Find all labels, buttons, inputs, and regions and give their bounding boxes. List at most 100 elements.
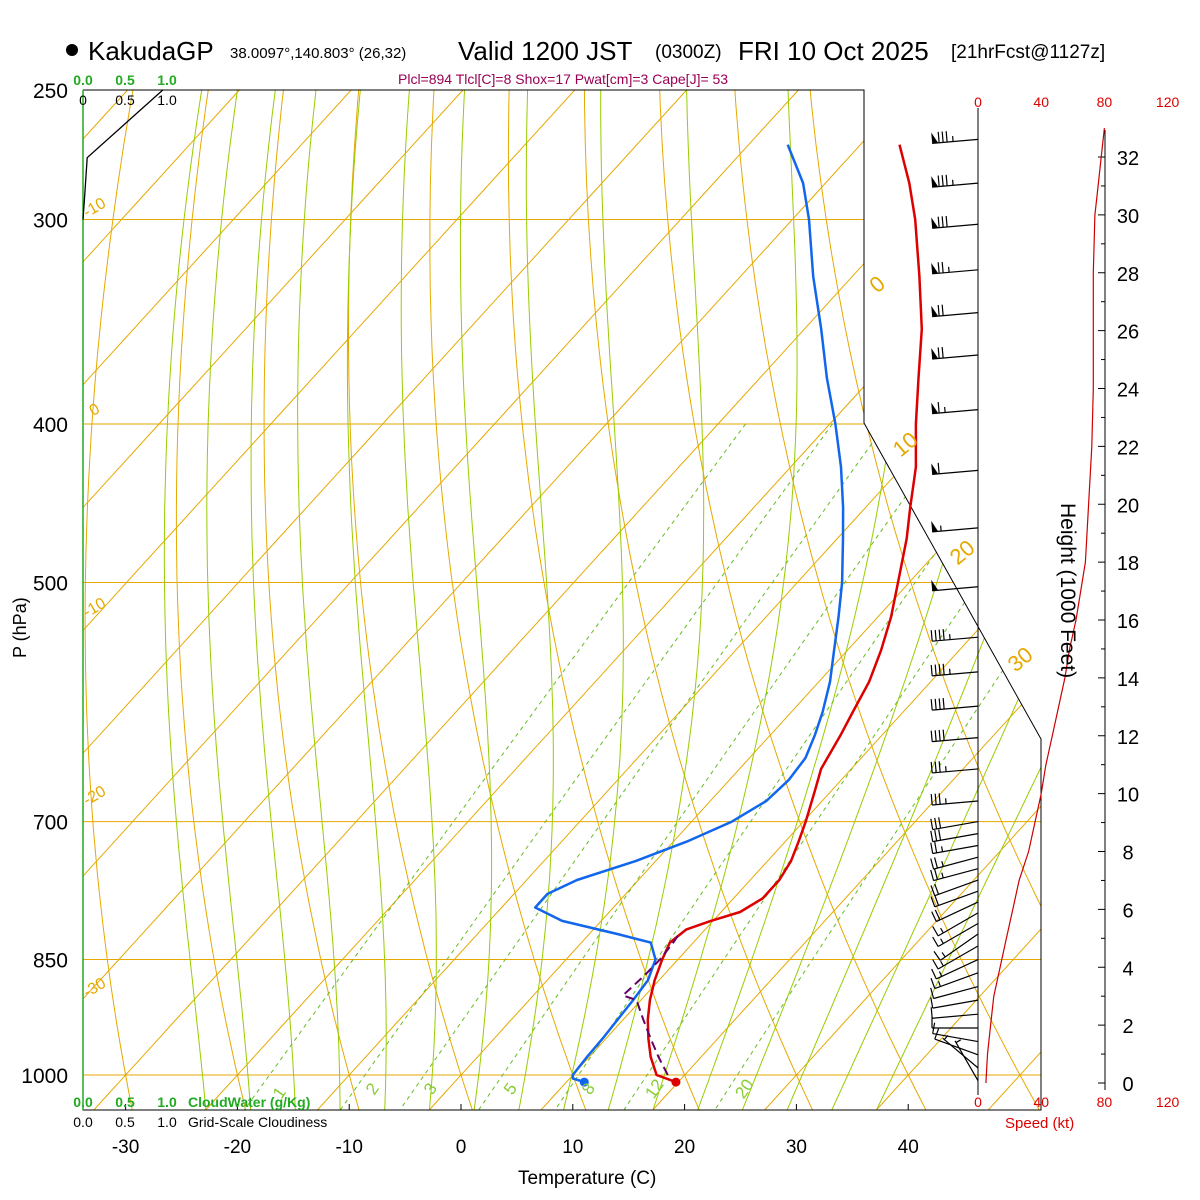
parcel-path-line [620, 931, 682, 1076]
wind-barb [932, 912, 979, 937]
pressure-label: 700 [33, 812, 68, 835]
station-marker-icon [66, 44, 78, 56]
wind-speed-profile-line [985, 128, 1105, 1084]
isotherm-line [429, 90, 1041, 1110]
wind-barb-half-flag [938, 971, 943, 977]
wind-barb [931, 261, 979, 275]
wind-barb-flag [942, 729, 945, 741]
wind-barb-half-flag [941, 952, 946, 958]
isotherm-line [764, 90, 1041, 1110]
wind-barb-flag [945, 215, 948, 228]
wind-barb-flag [941, 131, 944, 143]
dry-adiabat-line [864, 90, 1041, 1110]
wind-barb-staff [954, 1040, 979, 1081]
dry-adiabat-line [507, 90, 700, 1110]
temperature-tick-label: 0 [456, 1137, 467, 1158]
wind-barb-staff [939, 933, 979, 961]
dry-adiabat-line [175, 90, 281, 1110]
wind-barb-flag [942, 698, 945, 710]
mixing-ratio-line [714, 423, 1041, 1110]
moist-adiabat-line [163, 90, 207, 1110]
wind-barb-flag [931, 968, 937, 980]
cloudiness-tick: 1.0 [157, 1114, 177, 1130]
wind-barb-flag [934, 909, 941, 921]
height-tick-label: 12 [1117, 727, 1139, 749]
wind-barb-flag [930, 793, 933, 806]
wind-barb-flag [941, 347, 944, 359]
cloud-water-tick: 1.0 [157, 1094, 177, 1110]
moist-adiabat-line [697, 90, 908, 1110]
moist-adiabat-line [876, 90, 1041, 1110]
height-tick-label: 14 [1117, 669, 1139, 691]
wind-barb-flag [930, 761, 933, 773]
isotherm-label: -20 [80, 783, 109, 809]
wind-barb-flag [941, 216, 944, 228]
dry-adiabat-line [263, 90, 360, 1110]
isotherm-line [205, 90, 1041, 1110]
wind-barb-half-flag [937, 981, 941, 987]
wind-barb [934, 1028, 979, 1056]
moist-adiabat-line [652, 90, 798, 1110]
wind-barb [931, 958, 979, 980]
wind-barb [932, 1022, 979, 1043]
moist-adiabat-line [400, 90, 437, 1110]
wind-barb-flag [938, 629, 941, 641]
wind-barb-staff [932, 312, 979, 318]
cloud-water-tick: 0.0 [73, 1094, 93, 1110]
wind-barb-staff [934, 879, 979, 897]
wind-barb-flag [932, 959, 939, 970]
speed-tick-top: 40 [1033, 94, 1049, 110]
valid-time: Valid 1200 JST [458, 36, 633, 66]
wind-barb [954, 1039, 979, 1081]
height-tick-label: 4 [1122, 958, 1133, 980]
forecast-info: [21hrFcst@1127z] [951, 42, 1105, 63]
wind-barb-flag [945, 131, 948, 143]
isotherm-line [83, 90, 911, 1110]
wind-barb-staff [932, 138, 979, 145]
wind-barb-flag [934, 793, 937, 805]
temperature-tick-label: 20 [674, 1137, 695, 1158]
isotherm-line [83, 90, 576, 1110]
cloudiness-top-tick: 0 [79, 92, 87, 108]
wind-barb-flag [930, 842, 934, 854]
wind-barb [931, 579, 979, 592]
wind-barb-flag [930, 630, 933, 642]
pressure-label: 850 [33, 950, 68, 973]
wind-barb [930, 761, 979, 774]
moist-adiabat-line [206, 90, 252, 1110]
pressure-label: 500 [33, 573, 68, 596]
wind-barb [930, 856, 979, 870]
cloud-water-top-tick: 0.5 [115, 72, 135, 88]
wind-barb-flag [934, 857, 939, 869]
wind-barb-flag [930, 987, 935, 999]
wind-barb-flag [932, 926, 939, 937]
wind-barb [933, 933, 979, 961]
wind-barb-flag [937, 262, 940, 274]
wind-barb-staff [933, 868, 979, 882]
speed-tick-top: 120 [1156, 94, 1180, 110]
wind-barb-flag [938, 793, 941, 805]
isotherm-label: 20 [945, 535, 980, 570]
wind-barb-staff [932, 820, 979, 831]
wind-barb [931, 462, 979, 475]
pressure-label: 300 [33, 210, 68, 233]
wind-barb-flag [934, 894, 940, 906]
wind-barb-staff [934, 972, 979, 990]
wind-barb [930, 986, 979, 1000]
mixing-ratio-label: 20 [731, 1076, 757, 1102]
wind-barb-staff [932, 469, 979, 475]
wind-barb-pennant [931, 520, 939, 532]
axis-labels: -30 -20 -10 0 10 20 30 402503004005007008501000… [21, 72, 1037, 1158]
dewpoint-profile-line [533, 144, 845, 1084]
height-tick-label: 10 [1117, 785, 1139, 807]
wind-barb-staff [937, 923, 979, 948]
wind-barb-pennant [931, 217, 939, 229]
moist-adiabat-line [831, 90, 1041, 1110]
temperature-tick-label: -30 [112, 1137, 139, 1158]
height-tick-label: 32 [1117, 148, 1139, 170]
wind-barb-flag [941, 304, 944, 316]
wind-barb-flag [938, 817, 942, 829]
mixing-ratio-line [340, 423, 833, 1110]
wind-barb-half-flag [940, 938, 944, 944]
wind-barb [930, 997, 979, 1009]
